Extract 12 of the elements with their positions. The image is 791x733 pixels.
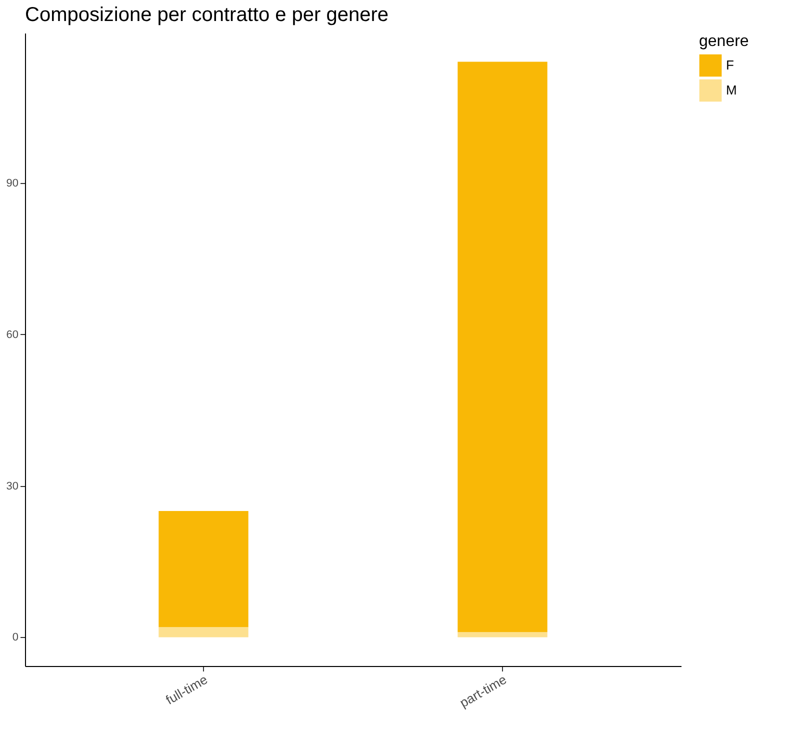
bar [458,632,548,638]
legend-label: F [726,58,734,72]
bar [158,511,248,628]
y-tick-label: 30 [6,480,18,492]
bar [158,627,248,638]
legend-title: genere [699,33,749,50]
chart-title: Composizione per contratto e per genere [25,4,389,26]
y-tick-label: 0 [12,632,18,644]
bar [458,62,548,632]
y-tick-label: 90 [6,177,18,190]
y-tick-label: 60 [6,328,18,341]
legend-label: M [726,82,737,98]
